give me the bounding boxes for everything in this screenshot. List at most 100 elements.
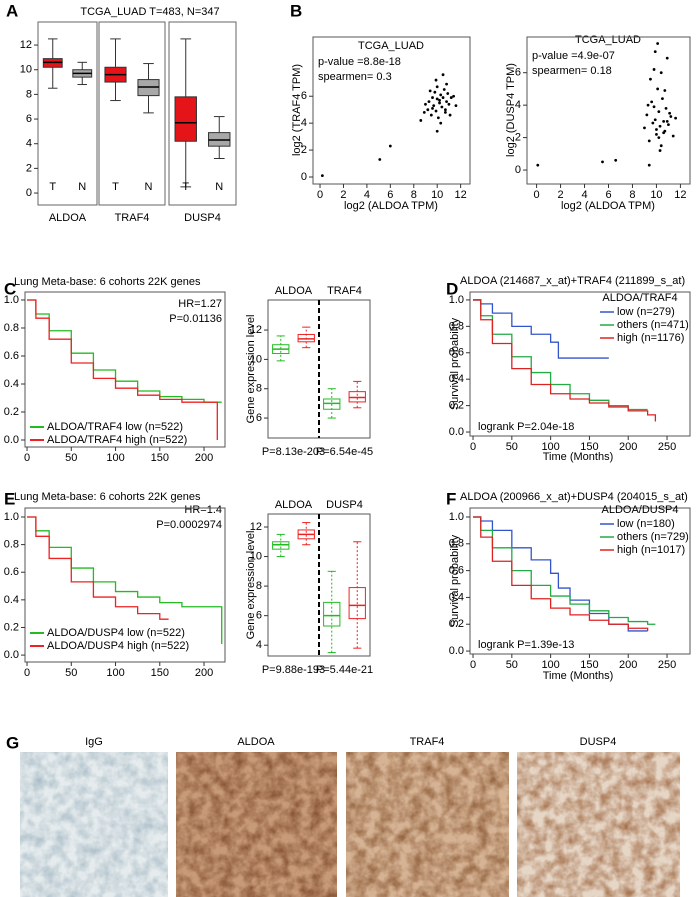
y-axis-label: Gene expression level xyxy=(245,531,257,640)
y-tick-label: 0.2 xyxy=(4,406,19,418)
y-tick-label: 0.2 xyxy=(449,400,464,412)
point xyxy=(424,102,427,106)
panel-letter: B xyxy=(290,1,302,20)
point xyxy=(536,163,540,167)
y-axis-label: log2 (DUSP4 TPM) xyxy=(505,63,517,157)
point xyxy=(448,113,452,117)
plot-frame xyxy=(312,36,471,185)
point xyxy=(388,144,392,148)
image-label: DUSP4 xyxy=(580,736,617,748)
point xyxy=(655,132,658,136)
x-tick-label: 200 xyxy=(619,659,637,671)
point xyxy=(449,96,453,99)
x-tick-label: 6 xyxy=(387,189,393,201)
x-tick-label: 0 xyxy=(470,441,476,453)
point xyxy=(438,98,441,102)
y-tick-label: 6 xyxy=(26,113,32,125)
point xyxy=(659,71,663,75)
y-tick-label: 12 xyxy=(250,324,262,336)
point xyxy=(647,139,651,143)
box xyxy=(323,601,341,627)
point xyxy=(653,118,657,122)
legend-title: ALDOA/DUSP4 xyxy=(601,504,678,516)
point xyxy=(674,116,678,120)
y-tick-label: 0.4 xyxy=(4,378,19,390)
plot-frame xyxy=(24,507,226,663)
point xyxy=(426,108,430,112)
annotation: p-value =8.8e-18 xyxy=(318,56,401,68)
legend-label: high (n=1017) xyxy=(617,544,685,556)
y-tick-label: 1.0 xyxy=(4,511,19,523)
annotation: logrank P=2.04e-18 xyxy=(478,421,574,433)
y-tick-label: 0.4 xyxy=(4,594,19,606)
group-label: T xyxy=(182,181,189,193)
y-tick-label: 6 xyxy=(301,90,307,102)
panel-letter: G xyxy=(6,733,19,752)
chart-title: Lung Meta-base: 6 cohorts 22K genes xyxy=(14,276,201,288)
category-label: TRAF4 xyxy=(115,212,150,224)
point xyxy=(667,123,670,127)
x-tick-label: 150 xyxy=(151,452,169,464)
y-tick-label: 0.0 xyxy=(4,434,19,446)
legend-label: low (n=180) xyxy=(617,518,675,530)
x-tick-label: 8 xyxy=(629,189,635,201)
x-tick-label: 12 xyxy=(455,189,467,201)
panel-letter: E xyxy=(4,489,15,508)
point xyxy=(446,92,450,95)
x-tick-label: 6 xyxy=(605,189,611,201)
x-tick-label: 4 xyxy=(581,189,587,201)
x-tick-label: 0 xyxy=(470,659,476,671)
y-tick-label: 0.8 xyxy=(4,539,19,551)
x-axis-label: Time (Months) xyxy=(543,670,614,682)
point xyxy=(657,110,661,114)
y-tick-label: 0.4 xyxy=(449,373,464,385)
image-label: IgG xyxy=(85,736,103,748)
x-tick-label: 100 xyxy=(106,667,124,679)
x-tick-label: 2 xyxy=(340,189,346,201)
x-tick-label: 150 xyxy=(580,659,598,671)
plot-frame xyxy=(37,21,98,206)
annotation: logrank P=1.39e-13 xyxy=(478,639,574,651)
y-tick-label: 4 xyxy=(26,138,32,150)
point xyxy=(658,124,662,128)
y-axis-label: log2 (TRAF4 TPM) xyxy=(291,64,303,156)
point xyxy=(652,68,656,71)
y-tick-label: 6 xyxy=(515,67,521,79)
chart-title: Lung Meta-base: 6 cohorts 22K genes xyxy=(14,491,201,503)
y-tick-label: 10 xyxy=(250,550,262,562)
point xyxy=(445,82,448,86)
point xyxy=(614,158,618,162)
group-label: N xyxy=(145,181,153,193)
point xyxy=(657,136,661,139)
y-tick-label: 0.2 xyxy=(4,621,19,633)
y-tick-label: 2 xyxy=(515,132,521,144)
point xyxy=(662,119,666,123)
x-tick-label: 4 xyxy=(364,189,370,201)
legend-title: ALDOA/TRAF4 xyxy=(602,292,677,304)
plot-frame xyxy=(469,291,691,437)
point xyxy=(441,73,445,77)
x-tick-label: 50 xyxy=(65,667,77,679)
box xyxy=(174,96,197,142)
chart-title: ALDOA (200966_x_at)+DUSP4 (204015_s_at) xyxy=(460,491,688,503)
p-value-label: P=9.88e-193 xyxy=(262,664,325,676)
category-label: DUSP4 xyxy=(184,212,221,224)
point xyxy=(445,100,448,104)
point xyxy=(668,111,672,115)
y-tick-label: 0 xyxy=(301,171,307,183)
point xyxy=(649,77,652,81)
point xyxy=(434,78,438,82)
point xyxy=(431,96,434,99)
category-label: ALDOA xyxy=(49,212,87,224)
p-value-label: P=8.13e-203 xyxy=(262,446,325,458)
x-tick-label: 2 xyxy=(557,189,563,201)
y-tick-label: 10 xyxy=(250,353,262,365)
point xyxy=(320,174,324,178)
y-tick-label: 2 xyxy=(26,162,32,174)
point xyxy=(643,126,646,130)
category-label: ALDOA xyxy=(275,285,313,297)
y-tick-label: 1.0 xyxy=(449,511,464,523)
legend-label: others (n=471) xyxy=(617,319,689,331)
x-tick-label: 10 xyxy=(650,189,662,201)
image-label: TRAF4 xyxy=(410,736,445,748)
